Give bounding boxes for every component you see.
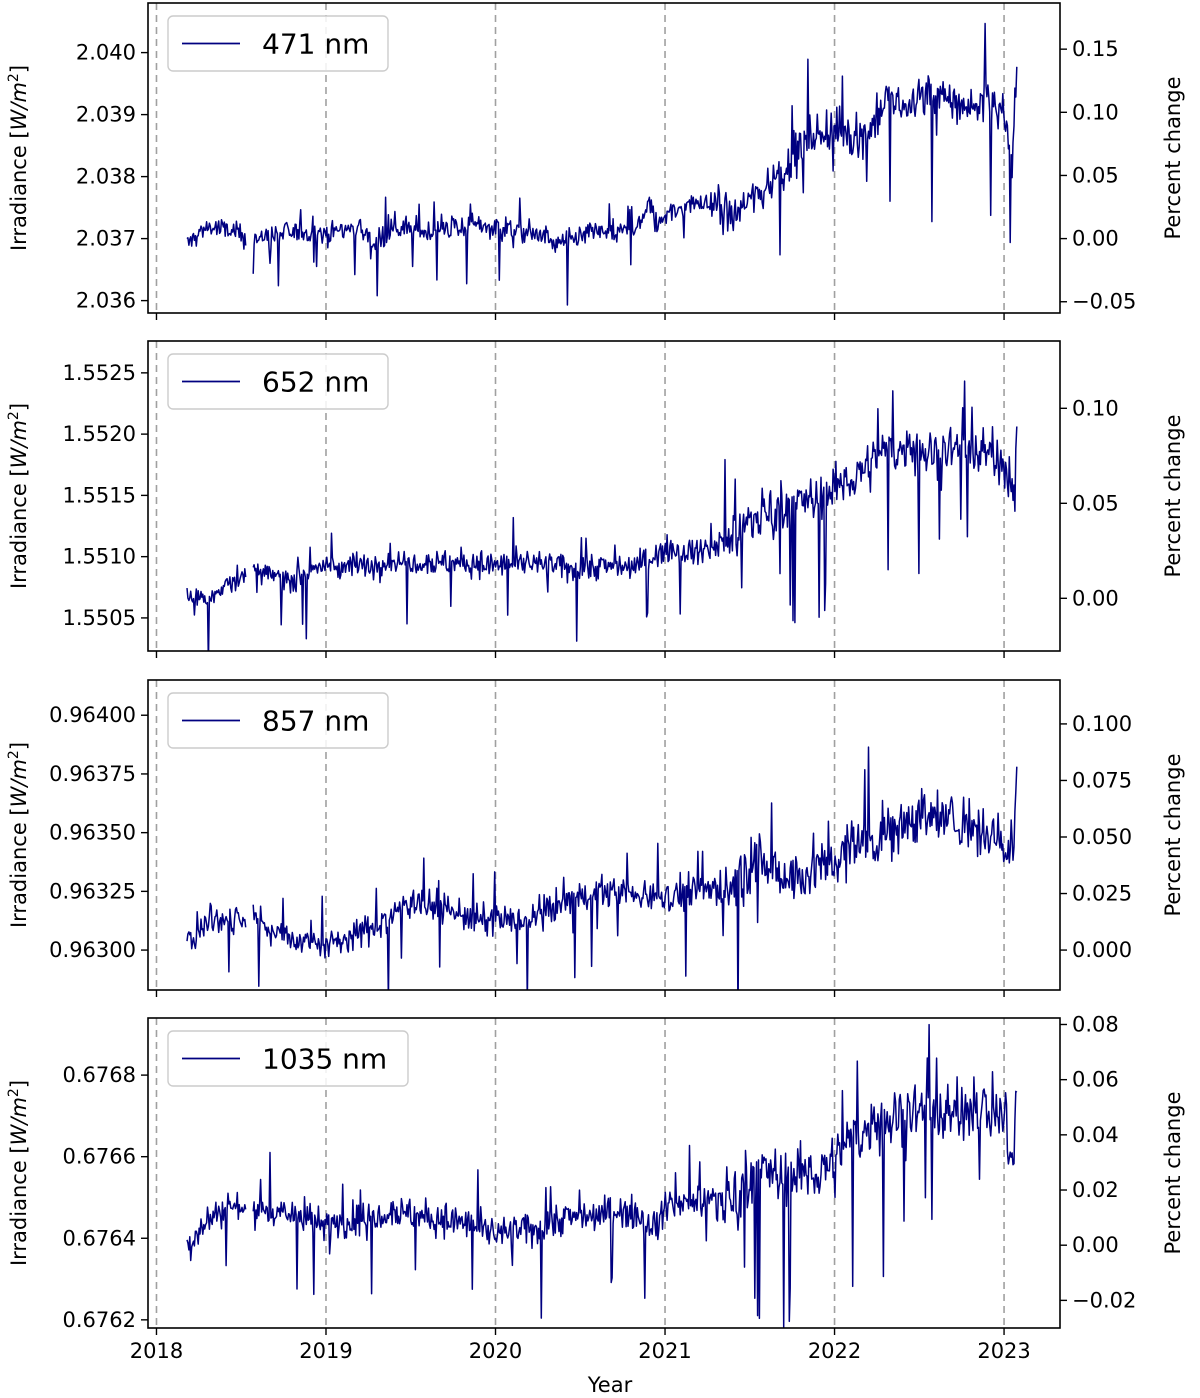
y-tick-label: 2.038 <box>76 165 136 189</box>
legend-box <box>167 15 389 72</box>
y-tick-label: 1.5515 <box>63 483 136 507</box>
y2-tick-label: 0.10 <box>1072 100 1119 124</box>
y-tick-label: 2.037 <box>76 227 136 251</box>
panel-652nm: 1.5505 1.5510 1.5515 1.5520 1.5525 0.00 0.05 0.… <box>6 340 1185 658</box>
y-tick-label: 0.96300 <box>49 938 136 962</box>
y-axis-label: Irradiance [W/m2] <box>6 403 31 589</box>
y2-tick-label: 0.00 <box>1072 586 1119 610</box>
legend-label: 1035 nm <box>262 1043 387 1076</box>
y2-tick-label: 0.10 <box>1072 396 1119 420</box>
y-axis-label: Irradiance [W/m2] <box>6 65 31 251</box>
y2-axis-label: Percent change <box>1161 754 1185 917</box>
y2-tick-label: 0.00 <box>1072 1233 1119 1257</box>
y2-tick-label: 0.05 <box>1072 491 1119 515</box>
y-tick-label: 1.5525 <box>63 361 136 385</box>
legend-label: 652 nm <box>262 366 369 399</box>
series-line-471nm <box>186 22 1018 306</box>
y2-axis-label: Percent change <box>1161 1092 1185 1255</box>
x-tick-label: 2020 <box>469 1339 522 1363</box>
y-tick-label: 1.5520 <box>63 422 136 446</box>
legend-box <box>167 1030 409 1087</box>
series-line-857nm <box>186 746 1018 990</box>
y2-tick-label: 0.05 <box>1072 163 1119 187</box>
x-tick-label: 2018 <box>130 1339 183 1363</box>
legend-label: 857 nm <box>262 705 369 738</box>
x-axis-label: Year <box>587 1373 633 1397</box>
y-tick-label: 0.96350 <box>49 821 136 845</box>
y2-tick-label: −0.05 <box>1072 290 1136 314</box>
y-tick-label: 2.040 <box>76 41 136 65</box>
y2-tick-label: 0.04 <box>1072 1123 1119 1147</box>
y2-tick-label: 0.050 <box>1072 825 1132 849</box>
y-tick-label: 0.6766 <box>63 1145 136 1169</box>
y-tick-label: 2.036 <box>76 289 136 313</box>
plot-frame <box>147 2 1061 314</box>
x-tick-label: 2019 <box>299 1339 352 1363</box>
y-tick-label: 0.6762 <box>63 1308 136 1332</box>
y2-tick-label: 0.15 <box>1072 37 1119 61</box>
y-tick-label: 0.96375 <box>49 762 136 786</box>
y2-tick-label: −0.02 <box>1072 1288 1136 1312</box>
legend-box <box>167 692 389 749</box>
y-tick-label: 1.5510 <box>63 545 136 569</box>
series-line-1035nm <box>186 1023 1018 1328</box>
y-tick-label: 1.5505 <box>63 606 136 630</box>
x-tick-label: 2022 <box>808 1339 861 1363</box>
y2-tick-label: 0.075 <box>1072 768 1132 792</box>
y-tick-label: 0.96325 <box>49 879 136 903</box>
y2-tick-label: 0.06 <box>1072 1068 1119 1092</box>
plot-frame <box>147 679 1061 991</box>
y2-axis-label: Percent change <box>1161 415 1185 578</box>
legend-box <box>167 353 389 410</box>
legend-label: 471 nm <box>262 28 369 61</box>
y-tick-label: 0.6768 <box>63 1063 136 1087</box>
y2-tick-label: 0.00 <box>1072 227 1119 251</box>
panel-471nm: 2.036 2.037 2.038 2.039 2.040 −0.05 0.00 0.05 0.… <box>6 2 1185 320</box>
y-axis-label: Irradiance [W/m2] <box>6 1080 31 1266</box>
x-tick-label: 2021 <box>638 1339 691 1363</box>
plot-frame <box>147 1017 1061 1329</box>
y-tick-label: 2.039 <box>76 103 136 127</box>
y2-axis-label: Percent change <box>1161 77 1185 240</box>
y-tick-label: 0.6764 <box>63 1226 136 1250</box>
y2-tick-label: 0.000 <box>1072 938 1132 962</box>
y-axis-label: Irradiance [W/m2] <box>6 742 31 928</box>
y2-tick-label: 0.02 <box>1072 1178 1119 1202</box>
y-tick-label: 0.96400 <box>49 703 136 727</box>
y2-tick-label: 0.100 <box>1072 712 1132 736</box>
y2-tick-label: 0.025 <box>1072 882 1132 906</box>
panel-857nm: 0.96300 0.96325 0.96350 0.96375 0.96400 0.000… <box>6 679 1185 997</box>
y2-tick-label: 0.08 <box>1072 1012 1119 1036</box>
panel-1035nm: 0.6762 0.6764 0.6766 0.6768 −0.02 0.00 0.02 0.0… <box>6 1012 1185 1363</box>
x-tick-label: 2023 <box>977 1339 1030 1363</box>
series-line-652nm <box>186 380 1018 651</box>
